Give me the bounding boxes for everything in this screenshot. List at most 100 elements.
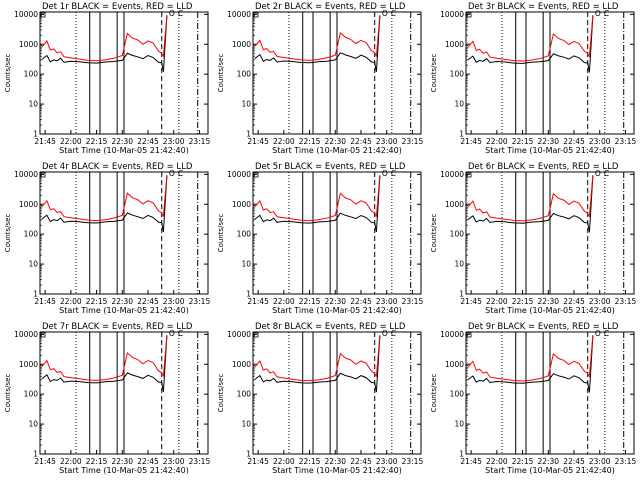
- x-tick-label: 22:45: [350, 297, 372, 306]
- panel-title: Det 5r BLACK = Events, RED = LLD: [255, 162, 406, 172]
- x-tick-label: 22:15: [86, 137, 108, 146]
- x-tick-label: 22:30: [324, 137, 346, 146]
- detector-panel-6: Det 6r BLACK = Events, RED = LLD 1 10 100 10…: [430, 162, 637, 315]
- x-tick-label: 22:45: [563, 137, 585, 146]
- x-tick-label: 22:00: [60, 457, 82, 466]
- y-tick-label: 10000: [14, 170, 38, 179]
- x-tick-label: 22:15: [86, 297, 108, 306]
- corner-square-icon: [466, 12, 472, 18]
- x-tick-label: 21:45: [247, 457, 269, 466]
- x-tick-label: 23:15: [402, 137, 424, 146]
- series-line-lld: [254, 14, 381, 61]
- detector-panel-2: Det 2r BLACK = Events, RED = LLD 1 10 100 10…: [217, 2, 424, 155]
- series-line-events: [41, 15, 168, 72]
- y-tick-label: 100: [237, 230, 252, 239]
- x-axis-label: Start Time (10-Mar-05 21:42:40): [485, 146, 615, 155]
- y-tick-label: 10000: [227, 10, 251, 19]
- corner-square-icon: [253, 12, 259, 18]
- y-tick-label: 10: [454, 100, 464, 109]
- series-line-lld: [467, 14, 594, 62]
- x-tick-label: 23:15: [615, 297, 637, 306]
- panel-title: Det 6r BLACK = Events, RED = LLD: [468, 162, 619, 172]
- x-tick-label: 23:00: [163, 137, 185, 146]
- series-line-events: [254, 175, 381, 233]
- series-line-events: [41, 175, 168, 233]
- x-tick-label: 23:00: [376, 137, 398, 146]
- x-tick-label: 22:00: [486, 457, 508, 466]
- y-axis-label: Counts/sec: [217, 374, 225, 413]
- y-tick-label: 10: [454, 420, 464, 429]
- y-axis-label: Counts/sec: [4, 374, 12, 413]
- y-tick-label: 1000: [19, 40, 38, 49]
- x-tick-label: 22:00: [486, 137, 508, 146]
- x-tick-label: 23:15: [615, 457, 637, 466]
- corner-square-icon: [40, 332, 46, 338]
- y-tick-label: 10: [454, 260, 464, 269]
- x-tick-label: 22:15: [299, 137, 321, 146]
- y-axis-label: Counts/sec: [430, 54, 438, 93]
- y-tick-label: 10000: [440, 330, 464, 339]
- x-tick-label: 22:30: [537, 297, 559, 306]
- y-tick-label: 1: [33, 130, 38, 139]
- corner-square-icon: [40, 172, 46, 178]
- x-tick-label: 23:00: [589, 457, 611, 466]
- x-tick-label: 23:15: [189, 297, 211, 306]
- x-tick-label: 21:45: [247, 137, 269, 146]
- y-tick-label: 10: [241, 260, 251, 269]
- y-tick-label: 1: [33, 450, 38, 459]
- y-axis-label: Counts/sec: [4, 214, 12, 253]
- x-tick-label: 23:00: [376, 457, 398, 466]
- series-line-lld: [254, 174, 381, 222]
- y-tick-label: 1: [33, 290, 38, 299]
- x-tick-label: 22:15: [299, 457, 321, 466]
- panel-title: Det 8r BLACK = Events, RED = LLD: [255, 322, 406, 332]
- symbol-o: O: [595, 329, 601, 338]
- x-tick-label: 22:15: [86, 457, 108, 466]
- y-tick-label: 100: [237, 70, 252, 79]
- x-axis-label: Start Time (10-Mar-05 21:42:40): [59, 146, 189, 155]
- x-tick-label: 21:45: [460, 457, 482, 466]
- x-tick-label: 23:00: [163, 457, 185, 466]
- series-line-events: [467, 175, 594, 233]
- y-tick-label: 10: [241, 420, 251, 429]
- x-tick-label: 22:15: [512, 457, 534, 466]
- y-axis-label: Counts/sec: [430, 214, 438, 253]
- series-line-events: [467, 335, 594, 393]
- symbol-o: O: [382, 169, 388, 178]
- x-tick-label: 23:15: [402, 457, 424, 466]
- panel-title: Det 7r BLACK = Events, RED = LLD: [42, 322, 193, 332]
- x-axis-label: Start Time (10-Mar-05 21:42:40): [485, 466, 615, 475]
- symbol-o: O: [169, 9, 175, 18]
- x-tick-label: 22:45: [563, 297, 585, 306]
- series-line-lld: [41, 174, 168, 222]
- corner-square-icon: [466, 332, 472, 338]
- corner-square-icon: [253, 332, 259, 338]
- detector-panel-4: Det 4r BLACK = Events, RED = LLD 1 10 100 10…: [4, 162, 211, 315]
- y-tick-label: 10: [241, 100, 251, 109]
- x-axis-label: Start Time (10-Mar-05 21:42:40): [485, 306, 615, 315]
- series-line-lld: [41, 334, 168, 381]
- x-tick-label: 23:15: [189, 137, 211, 146]
- x-tick-label: 22:30: [324, 457, 346, 466]
- series-line-lld: [467, 334, 594, 382]
- x-tick-label: 23:00: [376, 297, 398, 306]
- x-tick-label: 21:45: [460, 137, 482, 146]
- x-tick-label: 23:00: [589, 137, 611, 146]
- y-tick-label: 1000: [19, 360, 38, 369]
- panel-title: Det 3r BLACK = Events, RED = LLD: [468, 2, 619, 12]
- x-tick-label: 21:45: [247, 297, 269, 306]
- y-axis-label: Counts/sec: [217, 214, 225, 253]
- detector-panel-1: Det 1r BLACK = Events, RED = LLD 1 10 100 10…: [4, 2, 211, 155]
- y-tick-label: 100: [450, 70, 465, 79]
- symbol-c: C: [391, 9, 396, 18]
- x-tick-label: 22:00: [273, 137, 295, 146]
- x-tick-label: 22:45: [350, 457, 372, 466]
- series-line-events: [254, 15, 381, 72]
- detector-panel-8: Det 8r BLACK = Events, RED = LLD 1 10 100 10…: [217, 322, 424, 475]
- y-tick-label: 100: [450, 390, 465, 399]
- y-tick-label: 100: [237, 390, 252, 399]
- y-tick-label: 10000: [227, 170, 251, 179]
- x-tick-label: 22:45: [350, 137, 372, 146]
- y-tick-label: 1: [459, 450, 464, 459]
